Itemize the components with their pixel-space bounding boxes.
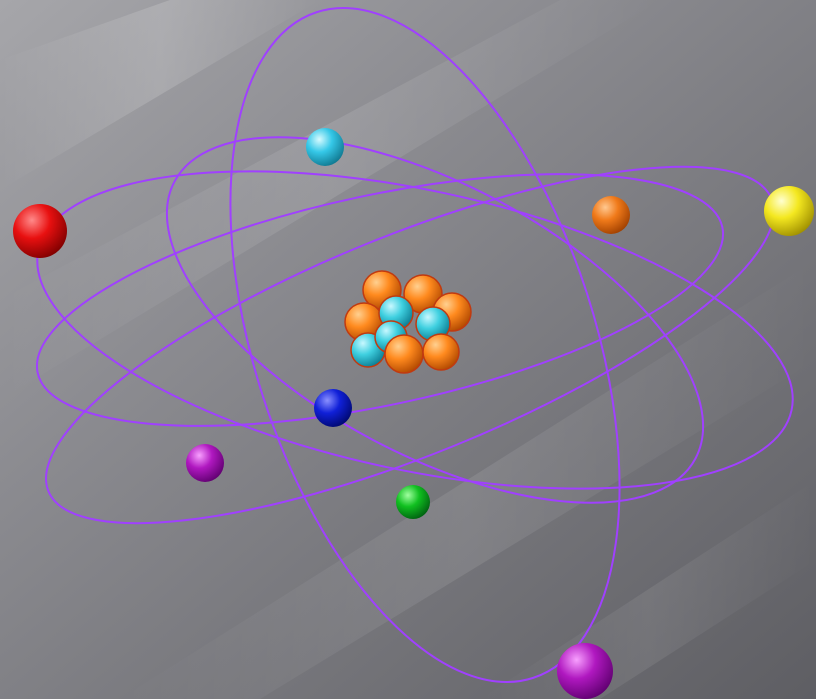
orbits xyxy=(35,7,794,683)
electron-red xyxy=(13,204,67,258)
orbit-4 xyxy=(229,7,621,683)
electron-yellow xyxy=(764,186,814,236)
nucleus xyxy=(344,270,472,374)
electron-orange xyxy=(592,196,630,234)
electron-green xyxy=(396,485,430,519)
electron-magenta xyxy=(557,643,613,699)
orbit-1 xyxy=(35,173,725,427)
electron-blue xyxy=(314,389,352,427)
electron-cyan xyxy=(306,128,344,166)
electron-magenta xyxy=(186,444,224,482)
orbit-5 xyxy=(165,136,705,504)
proton xyxy=(384,334,424,374)
electrons xyxy=(13,128,814,699)
proton xyxy=(422,333,460,371)
